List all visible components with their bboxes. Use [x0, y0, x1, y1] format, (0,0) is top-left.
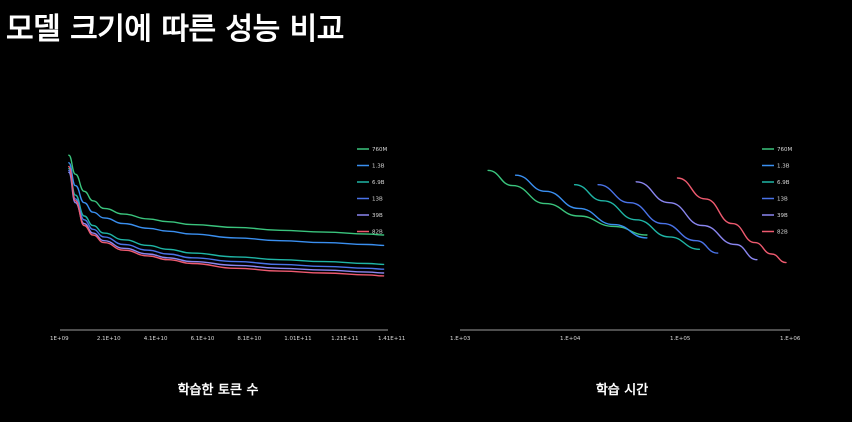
page-title: 모델 크기에 따른 성능 비교: [6, 12, 344, 47]
series-line-39b: [635, 181, 758, 261]
x-tick-label: 1E+09: [50, 336, 69, 342]
legend-label: 39B: [372, 213, 383, 219]
legend-label: 13B: [372, 197, 383, 203]
x-axis-caption-tokens: 학습한 토큰 수: [177, 383, 259, 398]
legend-label: 1.3B: [372, 164, 385, 170]
x-tick-label: 1.E+05: [670, 336, 691, 342]
x-tick-label: 1.E+06: [780, 336, 801, 342]
series-line-82b: [676, 177, 787, 264]
x-tick-label: 4.1E+10: [144, 336, 168, 342]
series-line-760m: [487, 169, 648, 236]
series-line-760m: [68, 154, 385, 236]
legend-label: 6.9B: [372, 180, 385, 186]
series-line-1-3b: [68, 162, 385, 247]
x-tick-label: 8.1E+10: [237, 336, 261, 342]
x-tick-label: 2.1E+10: [97, 336, 121, 342]
series-line-1-3b: [514, 174, 648, 239]
series-line-6-9b: [68, 167, 385, 266]
x-tick-label: 1.41E+11: [378, 336, 405, 342]
x-tick-label: 1.21E+11: [331, 336, 358, 342]
series-line-39b: [68, 171, 385, 274]
series-line-13b: [597, 184, 719, 254]
legend-label: 82B: [372, 230, 383, 236]
legend-label: 6.9B: [777, 180, 790, 186]
legend-label: 760M: [777, 147, 792, 153]
series-line-6-9b: [573, 184, 701, 250]
x-tick-label: 1.E+03: [450, 336, 471, 342]
legend-label: 760M: [372, 147, 387, 153]
series-line-82b: [68, 165, 385, 277]
legend-label: 39B: [777, 213, 788, 219]
x-axis-caption-time: 학습 시간: [595, 383, 649, 398]
x-tick-label: 6.1E+10: [191, 336, 215, 342]
x-tick-label: 1.01E+11: [284, 336, 311, 342]
x-tick-label: 1.E+04: [560, 336, 581, 342]
series-line-13b: [68, 169, 385, 270]
legend-label: 82B: [777, 230, 788, 236]
legend-label: 1.3B: [777, 164, 790, 170]
legend-label: 13B: [777, 197, 788, 203]
